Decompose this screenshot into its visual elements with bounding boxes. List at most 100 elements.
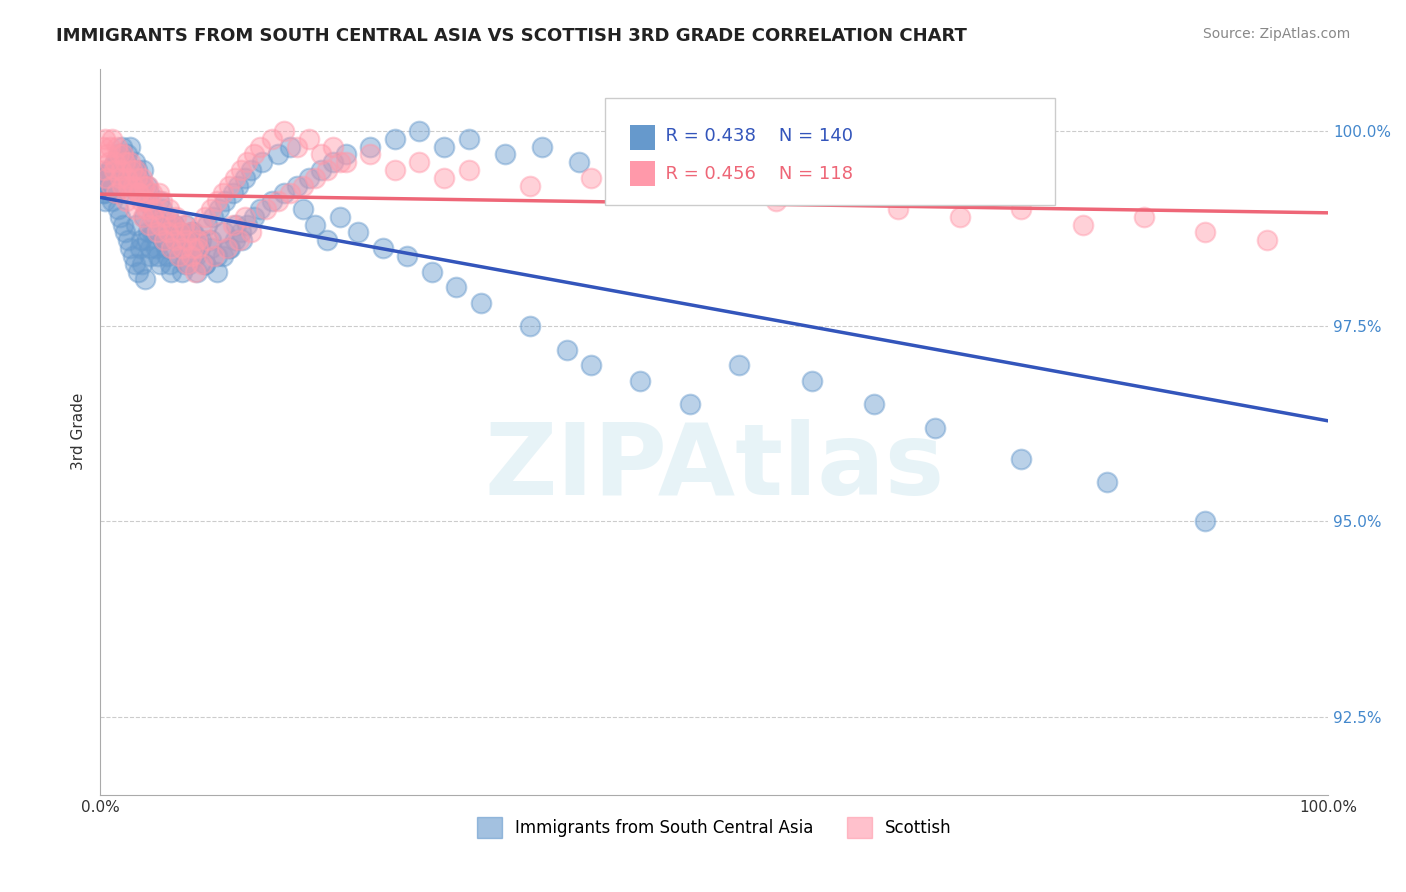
Point — [260, 194, 283, 209]
Point — [267, 194, 290, 209]
Point — [322, 139, 344, 153]
Point — [205, 264, 228, 278]
Point — [384, 132, 406, 146]
Point — [433, 139, 456, 153]
Point — [316, 233, 339, 247]
Point — [125, 218, 148, 232]
Point — [202, 249, 225, 263]
Point — [195, 218, 218, 232]
Point — [174, 257, 197, 271]
Point — [105, 155, 128, 169]
Point — [641, 186, 664, 201]
Point — [117, 178, 139, 193]
Point — [887, 202, 910, 216]
Point — [93, 170, 115, 185]
Point — [124, 202, 146, 216]
Point — [188, 241, 211, 255]
Point — [703, 178, 725, 193]
Point — [96, 178, 118, 193]
Point — [135, 194, 157, 209]
Point — [100, 163, 122, 178]
Point — [169, 226, 191, 240]
Point — [108, 186, 131, 201]
Point — [160, 226, 183, 240]
Point — [163, 233, 186, 247]
Point — [218, 241, 240, 255]
Point — [118, 155, 141, 169]
Point — [132, 163, 155, 178]
Point — [152, 233, 174, 247]
Point — [193, 210, 215, 224]
Point — [122, 178, 145, 193]
Point — [273, 186, 295, 201]
Point — [205, 194, 228, 209]
Text: IMMIGRANTS FROM SOUTH CENTRAL ASIA VS SCOTTISH 3RD GRADE CORRELATION CHART: IMMIGRANTS FROM SOUTH CENTRAL ASIA VS SC… — [56, 27, 967, 45]
Point — [186, 264, 208, 278]
Point — [165, 210, 187, 224]
Point — [127, 186, 149, 201]
Point — [949, 210, 972, 224]
Point — [187, 241, 209, 255]
Point — [153, 233, 176, 247]
Point — [156, 226, 179, 240]
Point — [236, 155, 259, 169]
Point — [115, 155, 138, 169]
Point — [329, 155, 352, 169]
Point — [167, 249, 190, 263]
Point — [124, 257, 146, 271]
Point — [703, 139, 725, 153]
Point — [470, 295, 492, 310]
Point — [212, 186, 235, 201]
Point — [254, 202, 277, 216]
Point — [172, 241, 194, 255]
Point — [924, 420, 946, 434]
Point — [335, 155, 357, 169]
Point — [1071, 218, 1094, 232]
Point — [249, 202, 271, 216]
Point — [309, 163, 332, 178]
Point — [236, 218, 259, 232]
Point — [160, 241, 183, 255]
Point — [153, 218, 176, 232]
Point — [298, 132, 321, 146]
Point — [104, 155, 127, 169]
Point — [96, 170, 118, 185]
Point — [111, 218, 134, 232]
Y-axis label: 3rd Grade: 3rd Grade — [72, 392, 86, 470]
Point — [103, 170, 125, 185]
Point — [96, 178, 118, 193]
Point — [420, 264, 443, 278]
Point — [233, 210, 256, 224]
Point — [162, 218, 184, 232]
Point — [202, 210, 225, 224]
Point — [94, 194, 117, 209]
Point — [181, 226, 204, 240]
Point — [101, 170, 124, 185]
Point — [209, 226, 232, 240]
Point — [212, 249, 235, 263]
Point — [519, 319, 541, 334]
Point — [145, 210, 167, 224]
Point — [107, 147, 129, 161]
Point — [359, 139, 381, 153]
Point — [174, 233, 197, 247]
Point — [150, 194, 173, 209]
Point — [145, 241, 167, 255]
Point — [214, 194, 236, 209]
Point — [150, 202, 173, 216]
Point — [105, 163, 128, 178]
Point — [163, 218, 186, 232]
Point — [457, 132, 479, 146]
Point — [166, 233, 188, 247]
Point — [179, 233, 201, 247]
Point — [98, 163, 121, 178]
Point — [581, 358, 603, 372]
Point — [125, 163, 148, 178]
Point — [96, 147, 118, 161]
Point — [173, 218, 195, 232]
Point — [125, 170, 148, 185]
Point — [727, 358, 749, 372]
Point — [121, 249, 143, 263]
Point — [240, 163, 263, 178]
Point — [228, 233, 250, 247]
